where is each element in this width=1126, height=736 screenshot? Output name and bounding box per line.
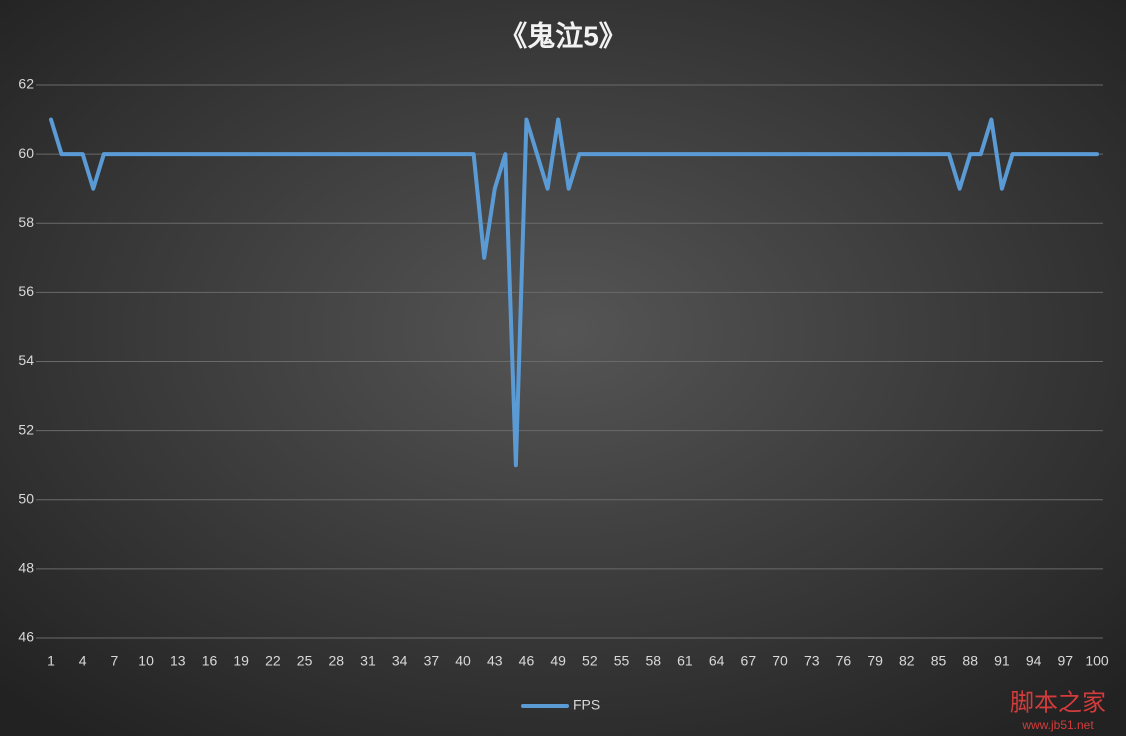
y-tick-label: 46: [18, 629, 34, 645]
x-tick-label: 43: [487, 653, 503, 669]
x-tick-label: 97: [1058, 653, 1074, 669]
y-tick-label: 56: [18, 283, 34, 299]
y-tick-label: 58: [18, 214, 34, 230]
watermark-name: 脚本之家: [1010, 689, 1106, 716]
x-tick-label: 67: [741, 653, 757, 669]
data-line: [49, 117, 1099, 468]
x-tick-label: 1: [47, 653, 55, 669]
x-tick-label: 19: [233, 653, 249, 669]
x-tick-label: 13: [170, 653, 186, 669]
x-tick-label: 94: [1026, 653, 1042, 669]
x-tick-label: 73: [804, 653, 820, 669]
x-tick-label: 46: [519, 653, 535, 669]
legend-label: FPS: [573, 697, 600, 713]
x-tick-label: 22: [265, 653, 281, 669]
x-tick-label: 64: [709, 653, 725, 669]
y-tick-label: 62: [18, 76, 34, 92]
x-tick-label: 70: [772, 653, 788, 669]
watermark-url: www.jb51.net: [1021, 718, 1094, 732]
x-tick-label: 40: [455, 653, 471, 669]
x-tick-label: 25: [297, 653, 313, 669]
x-tick-label: 31: [360, 653, 376, 669]
x-tick-label: 16: [202, 653, 218, 669]
y-tick-label: 52: [18, 421, 34, 437]
x-tick-label: 10: [138, 653, 154, 669]
x-tick-label: 88: [962, 653, 978, 669]
x-tick-label: 100: [1085, 653, 1109, 669]
y-tick-label: 60: [18, 145, 34, 161]
y-tick-label: 54: [18, 352, 34, 368]
x-tick-label: 34: [392, 653, 408, 669]
x-tick-label: 55: [614, 653, 630, 669]
y-tick-label: 50: [18, 490, 34, 506]
x-tick-label: 91: [994, 653, 1010, 669]
x-tick-label: 76: [836, 653, 852, 669]
x-tick-label: 37: [424, 653, 440, 669]
x-tick-label: 58: [645, 653, 661, 669]
x-tick-label: 28: [328, 653, 344, 669]
x-tick-label: 61: [677, 653, 693, 669]
x-tick-label: 52: [582, 653, 598, 669]
x-tick-label: 82: [899, 653, 915, 669]
x-tick-label: 49: [550, 653, 566, 669]
x-tick-label: 4: [79, 653, 87, 669]
y-tick-label: 48: [18, 560, 34, 576]
x-tick-label: 7: [110, 653, 118, 669]
x-tick-label: 85: [931, 653, 947, 669]
chart-title: 《鬼泣5》: [499, 19, 627, 51]
x-tick-label: 79: [867, 653, 883, 669]
